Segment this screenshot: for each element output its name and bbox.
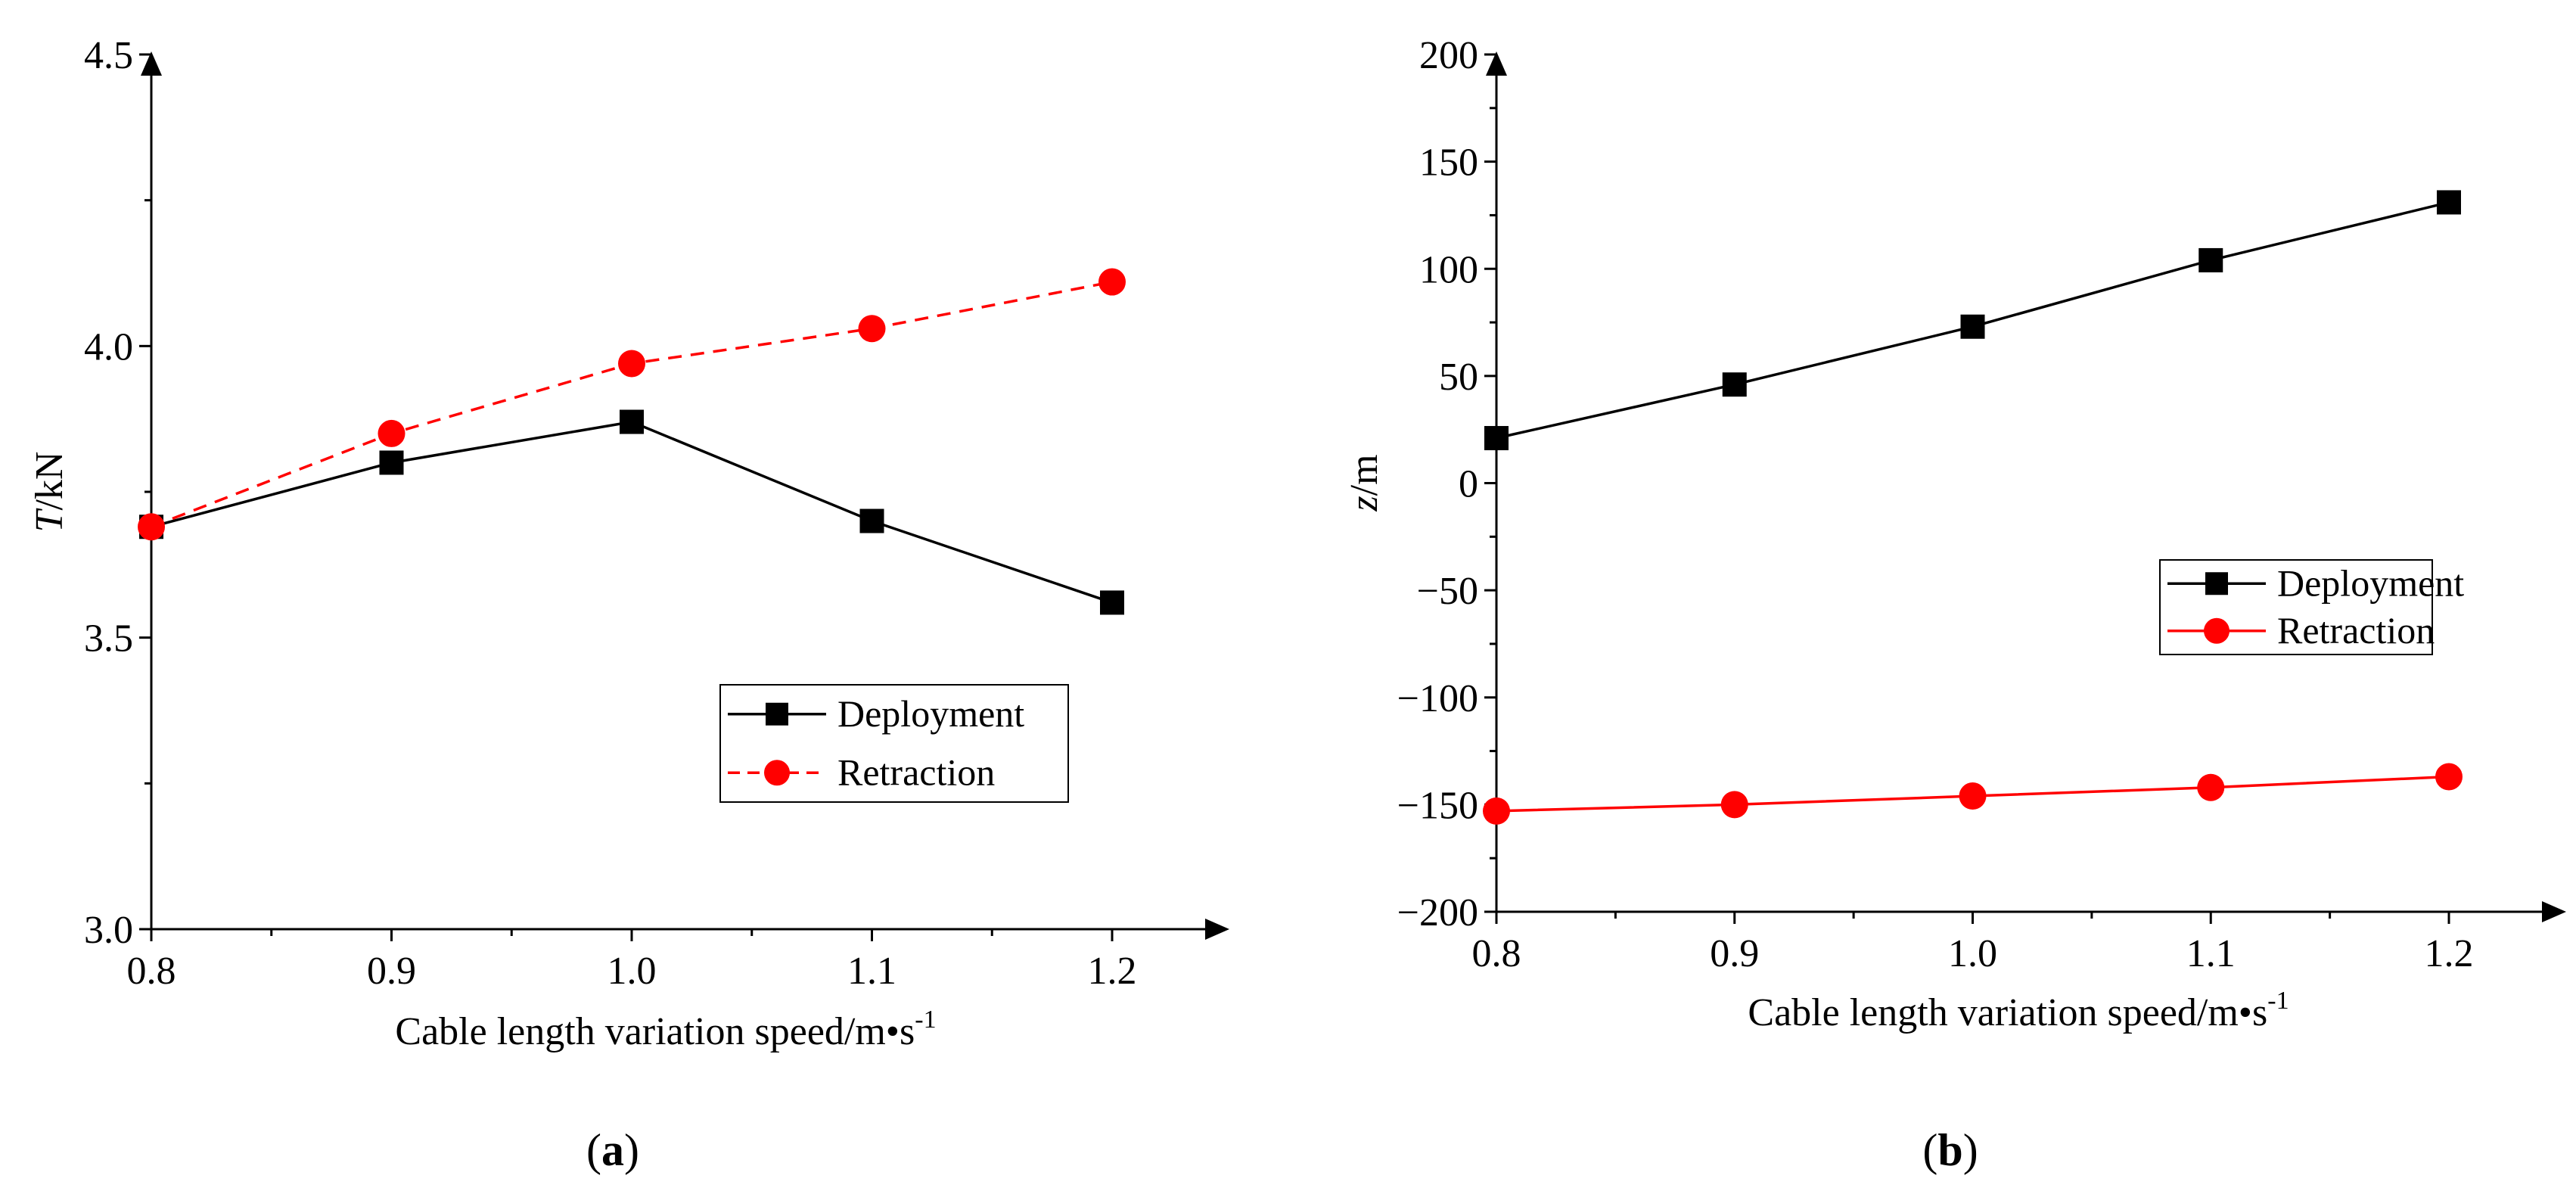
x-axis-title-text: Cable length variation speed/m•s bbox=[1748, 991, 2267, 1034]
data-point-retraction bbox=[378, 419, 406, 447]
x-axis-title-superscript: -1 bbox=[2267, 987, 2289, 1015]
data-point-retraction bbox=[618, 350, 645, 378]
y-tick-label: 150 bbox=[1419, 141, 1478, 185]
legend-label-retraction: Retraction bbox=[837, 751, 995, 793]
x-axis-title: Cable length variation speed/m•s-1 bbox=[395, 1006, 936, 1053]
data-point-deployment bbox=[379, 450, 404, 475]
data-point-retraction bbox=[2435, 763, 2463, 791]
y-tick-label: 200 bbox=[1419, 34, 1478, 77]
panel-label-open: ( bbox=[586, 1125, 601, 1175]
y-tick-label: −50 bbox=[1417, 570, 1478, 613]
data-point-deployment bbox=[1484, 426, 1509, 451]
series-deployment bbox=[139, 409, 1124, 615]
series-retraction bbox=[1483, 763, 2463, 825]
y-axis-title-variable: T bbox=[28, 508, 71, 532]
y-tick-label: 3.5 bbox=[84, 617, 133, 661]
data-point-deployment bbox=[1100, 590, 1124, 615]
x-tick-label: 0.8 bbox=[127, 950, 176, 993]
data-point-retraction bbox=[1959, 782, 1987, 810]
x-tick-label: 1.0 bbox=[607, 950, 657, 993]
legend: Deployment Retraction bbox=[2159, 559, 2464, 655]
y-axis-title-unit: /m bbox=[1343, 454, 1386, 496]
x-axis-title-text: Cable length variation speed/m•s bbox=[395, 1010, 915, 1053]
data-point-deployment bbox=[2437, 190, 2461, 215]
x-tick-label: 0.8 bbox=[1472, 932, 1521, 975]
y-tick-label: 4.5 bbox=[84, 34, 133, 77]
y-tick-label: 0 bbox=[1459, 463, 1478, 506]
x-tick-label: 1.2 bbox=[2425, 932, 2474, 975]
y-tick-label: −100 bbox=[1397, 677, 1478, 720]
legend-marker-deployment bbox=[766, 702, 788, 726]
data-point-deployment bbox=[1960, 314, 1985, 339]
data-point-retraction bbox=[858, 315, 886, 343]
legend-marker-retraction bbox=[764, 760, 790, 786]
data-point-deployment bbox=[1722, 372, 1747, 397]
y-axis-title-variable: z bbox=[1343, 496, 1386, 511]
y-axis-title: T/kN bbox=[28, 452, 71, 533]
x-tick-label: 1.0 bbox=[1948, 932, 1997, 975]
legend: Deployment Retraction bbox=[719, 684, 1069, 803]
x-axis-arrow bbox=[1205, 919, 1229, 940]
y-tick-label: 50 bbox=[1439, 356, 1478, 399]
legend-label-deployment: Deployment bbox=[2277, 561, 2464, 604]
chart-panel-a: 0.8 0.9 1.0 1.1 1.2 3.0 3.5 4.0 4.5 Cable length … bbox=[28, 34, 1229, 1175]
x-axis-arrow bbox=[2542, 901, 2566, 922]
series-line-retraction bbox=[151, 280, 1113, 528]
series-line-deployment bbox=[151, 420, 1113, 605]
x-tick-label: 1.2 bbox=[1088, 950, 1137, 993]
data-point-deployment bbox=[2198, 247, 2223, 272]
panel-label: (a) bbox=[586, 1125, 639, 1175]
data-point-deployment bbox=[859, 508, 884, 533]
legend-label-deployment: Deployment bbox=[837, 692, 1024, 735]
y-tick-label: −200 bbox=[1397, 891, 1478, 934]
data-point-retraction bbox=[1720, 791, 1748, 819]
panel-label-letter: a bbox=[601, 1125, 624, 1175]
data-point-retraction bbox=[1098, 268, 1126, 296]
y-tick-label: 3.0 bbox=[84, 909, 133, 952]
data-point-retraction bbox=[2197, 773, 2225, 801]
legend-marker-deployment bbox=[2205, 572, 2228, 595]
y-tick-label: −150 bbox=[1397, 784, 1478, 827]
panel-label-close: ) bbox=[1963, 1125, 1978, 1175]
x-tick-label: 1.1 bbox=[2186, 932, 2236, 975]
panel-label-open: ( bbox=[1922, 1125, 1937, 1175]
data-point-retraction bbox=[1483, 797, 1510, 825]
series-retraction bbox=[138, 268, 1126, 541]
y-tick-label: 100 bbox=[1419, 248, 1478, 291]
y-axis-arrow bbox=[141, 51, 162, 76]
x-axis-title: Cable length variation speed/m•s-1 bbox=[1748, 987, 2289, 1034]
panel-label-close: ) bbox=[624, 1125, 639, 1175]
y-axis-title-unit: /kN bbox=[28, 452, 71, 511]
y-tick-label: 4.0 bbox=[84, 325, 133, 368]
series-deployment bbox=[1484, 190, 2461, 451]
data-point-deployment bbox=[620, 409, 644, 434]
panel-label-letter: b bbox=[1937, 1125, 1962, 1175]
x-tick-label: 0.9 bbox=[1710, 932, 1759, 975]
data-point-retraction bbox=[138, 513, 165, 541]
chart-panel-b: 0.8 0.9 1.0 1.1 1.2 −200 −150 −100 −50 0 50 100 150 2… bbox=[1343, 34, 2566, 1175]
y-axis-arrow bbox=[1486, 51, 1507, 76]
x-axis-title-superscript: -1 bbox=[915, 1006, 936, 1034]
legend-marker-retraction bbox=[2204, 617, 2230, 644]
x-tick-label: 0.9 bbox=[367, 950, 416, 993]
y-axis-title: z/m bbox=[1343, 454, 1386, 511]
panel-label: (b) bbox=[1922, 1125, 1978, 1175]
legend-label-retraction: Retraction bbox=[2277, 609, 2435, 651]
x-tick-label: 1.1 bbox=[847, 950, 896, 993]
